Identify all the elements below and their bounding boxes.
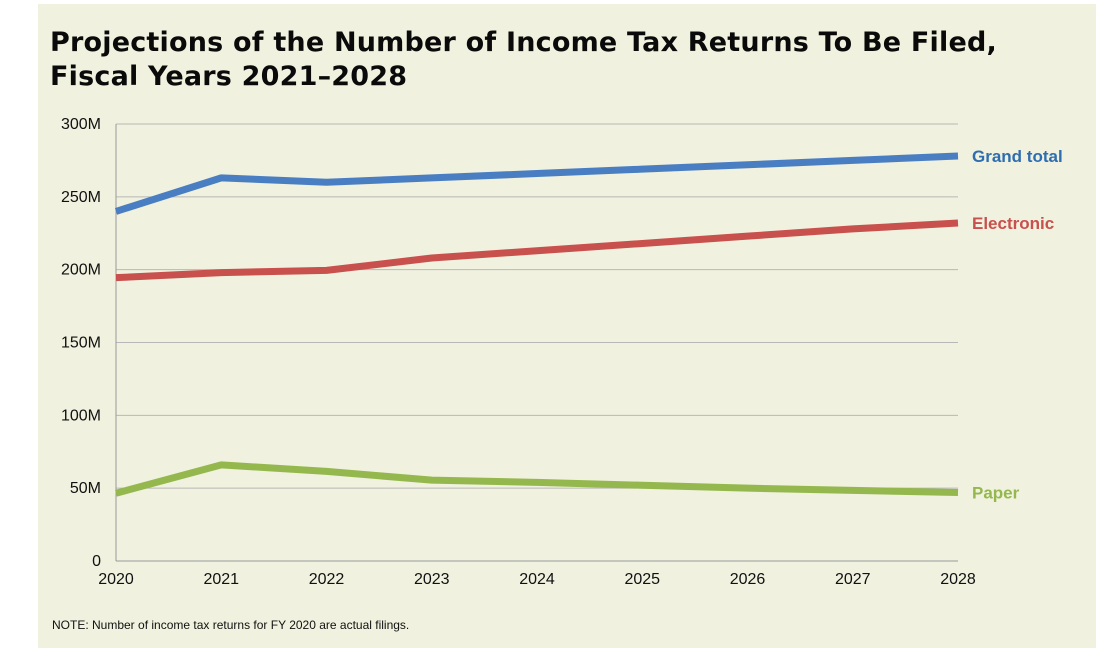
series-line-paper <box>115 461 959 497</box>
x-tick-label: 2021 <box>203 571 239 588</box>
x-tick-label: 2028 <box>940 571 976 588</box>
x-tick-label: 2023 <box>414 571 450 588</box>
x-tick-label: 2025 <box>624 571 660 588</box>
chart-title: Projections of the Number of Income Tax … <box>50 26 997 94</box>
y-tick-label: 50M <box>70 480 101 497</box>
x-tick-label: 2026 <box>730 571 766 588</box>
y-tick-label: 150M <box>61 335 101 352</box>
x-tick-label: 2020 <box>98 571 134 588</box>
series-label-grand-total: Grand total <box>972 147 1063 166</box>
footnote: NOTE: Number of income tax returns for F… <box>52 618 410 632</box>
y-tick-label: 250M <box>61 189 101 206</box>
x-tick-label: 2022 <box>309 571 345 588</box>
y-tick-label: 0 <box>92 553 101 570</box>
x-tick-label: 2024 <box>519 571 555 588</box>
series-line-grand-total <box>114 152 959 215</box>
chart-panel <box>38 4 1096 648</box>
chart-title-line-2: Fiscal Years 2021–2028 <box>50 61 408 92</box>
y-tick-label: 200M <box>61 262 101 279</box>
series-label-paper: Paper <box>972 484 1020 503</box>
y-tick-label: 300M <box>61 116 101 133</box>
chart-title-line-1: Projections of the Number of Income Tax … <box>50 27 997 58</box>
x-tick-label: 2027 <box>835 571 871 588</box>
y-tick-label: 100M <box>61 407 101 424</box>
series-label-electronic: Electronic <box>972 214 1054 233</box>
